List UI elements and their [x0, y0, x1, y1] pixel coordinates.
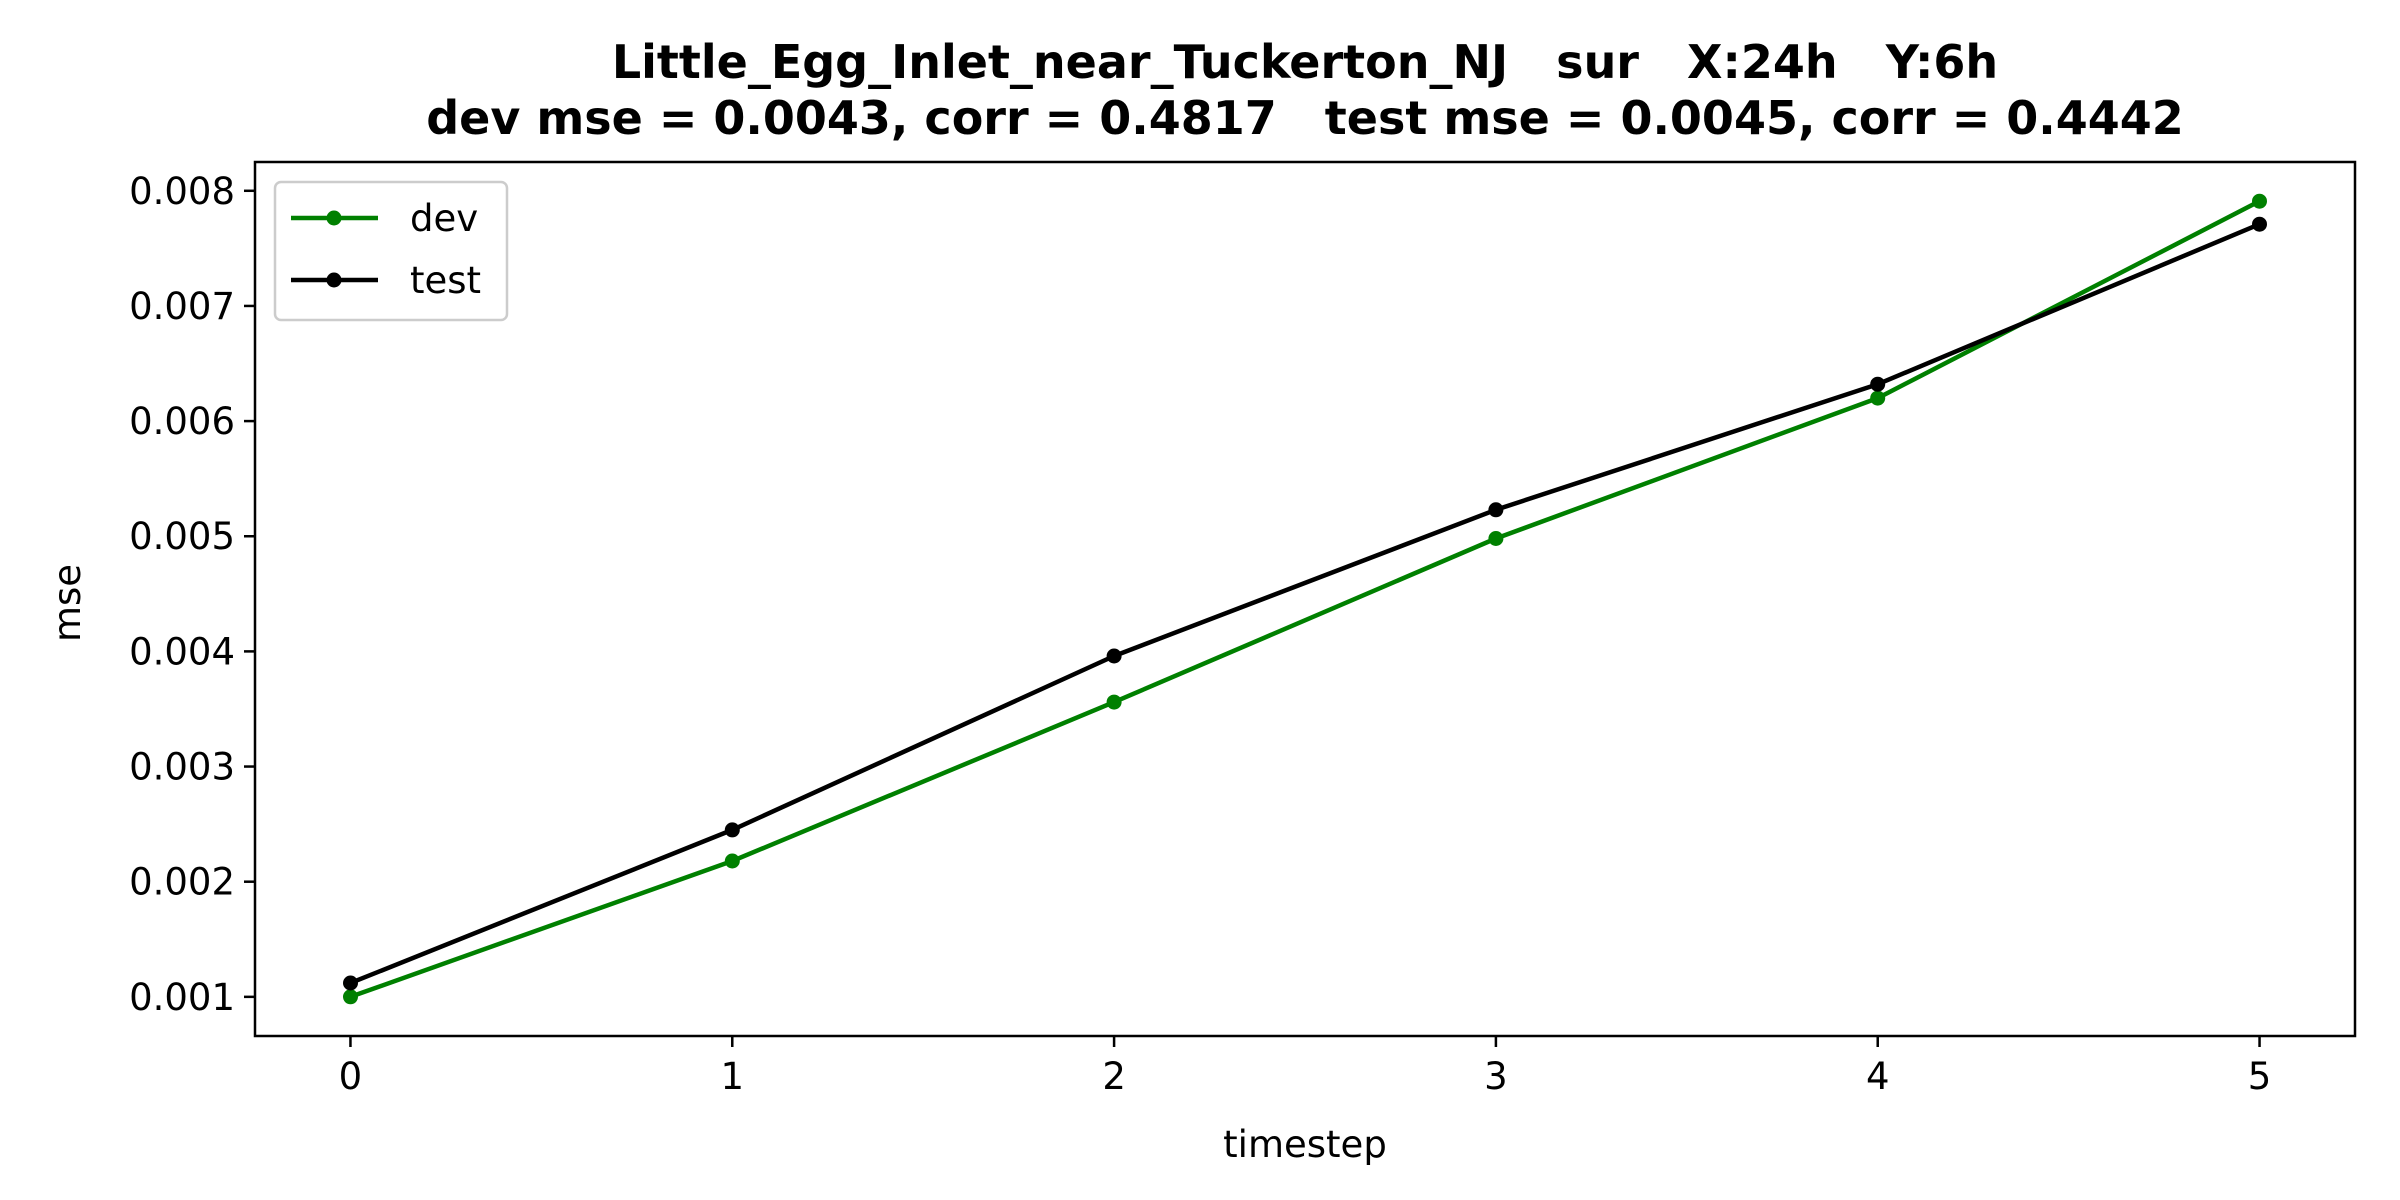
data-point-test — [2252, 216, 2267, 232]
data-point-dev — [724, 853, 740, 869]
y-tick-label: 0.007 — [129, 285, 235, 328]
plot-area — [343, 193, 2267, 1005]
y-tick-label: 0.001 — [129, 976, 235, 1019]
series-line-test — [347, 221, 2263, 986]
x-tick-label: 4 — [1866, 1055, 1890, 1098]
data-point-test — [343, 975, 358, 991]
data-point-test — [1488, 502, 1504, 518]
data-point-test — [1870, 376, 1886, 392]
y-tick-label: 0.008 — [129, 170, 235, 213]
data-point-dev — [343, 989, 358, 1005]
x-tick-label: 2 — [1102, 1055, 1126, 1098]
legend-label-test: test — [410, 259, 481, 302]
data-point-dev — [1870, 390, 1886, 406]
data-point-dev — [1488, 531, 1504, 546]
y-tick-label: 0.006 — [129, 400, 235, 443]
y-tick-label: 0.003 — [129, 746, 235, 789]
legend-marker-test — [326, 272, 342, 288]
data-point-test — [1106, 648, 1122, 664]
x-tick-label: 1 — [720, 1055, 744, 1098]
x-tick-label: 3 — [1484, 1055, 1508, 1098]
axes: 0 1 2 3 4 5 0.001 0.002 0.003 0.004 0.005 0.006 0.00… — [129, 160, 2357, 1098]
legend-marker-dev — [326, 210, 342, 226]
y-axis-label: mse — [46, 564, 89, 642]
data-point-dev — [1106, 694, 1122, 710]
y-tick-label: 0.002 — [129, 861, 235, 904]
legend-label-dev: dev — [410, 197, 478, 240]
x-tick-label: 5 — [2248, 1055, 2272, 1098]
x-axis-label: timestep — [1223, 1123, 1387, 1166]
y-tick-label: 0.004 — [129, 630, 235, 673]
axes-frame — [253, 160, 2357, 1038]
data-point-test — [724, 822, 740, 838]
series-line-dev — [347, 198, 2263, 1000]
chart-title: Little_Egg_Inlet_near_Tuckerton_NJ sur X… — [612, 35, 1998, 89]
legend: dev test — [273, 180, 509, 322]
y-tick-label: 0.005 — [129, 515, 235, 558]
x-tick-label: 0 — [339, 1055, 363, 1098]
chart-subtitle: dev mse = 0.0043, corr = 0.4817 test mse… — [426, 91, 2184, 145]
data-point-dev — [2252, 193, 2267, 209]
